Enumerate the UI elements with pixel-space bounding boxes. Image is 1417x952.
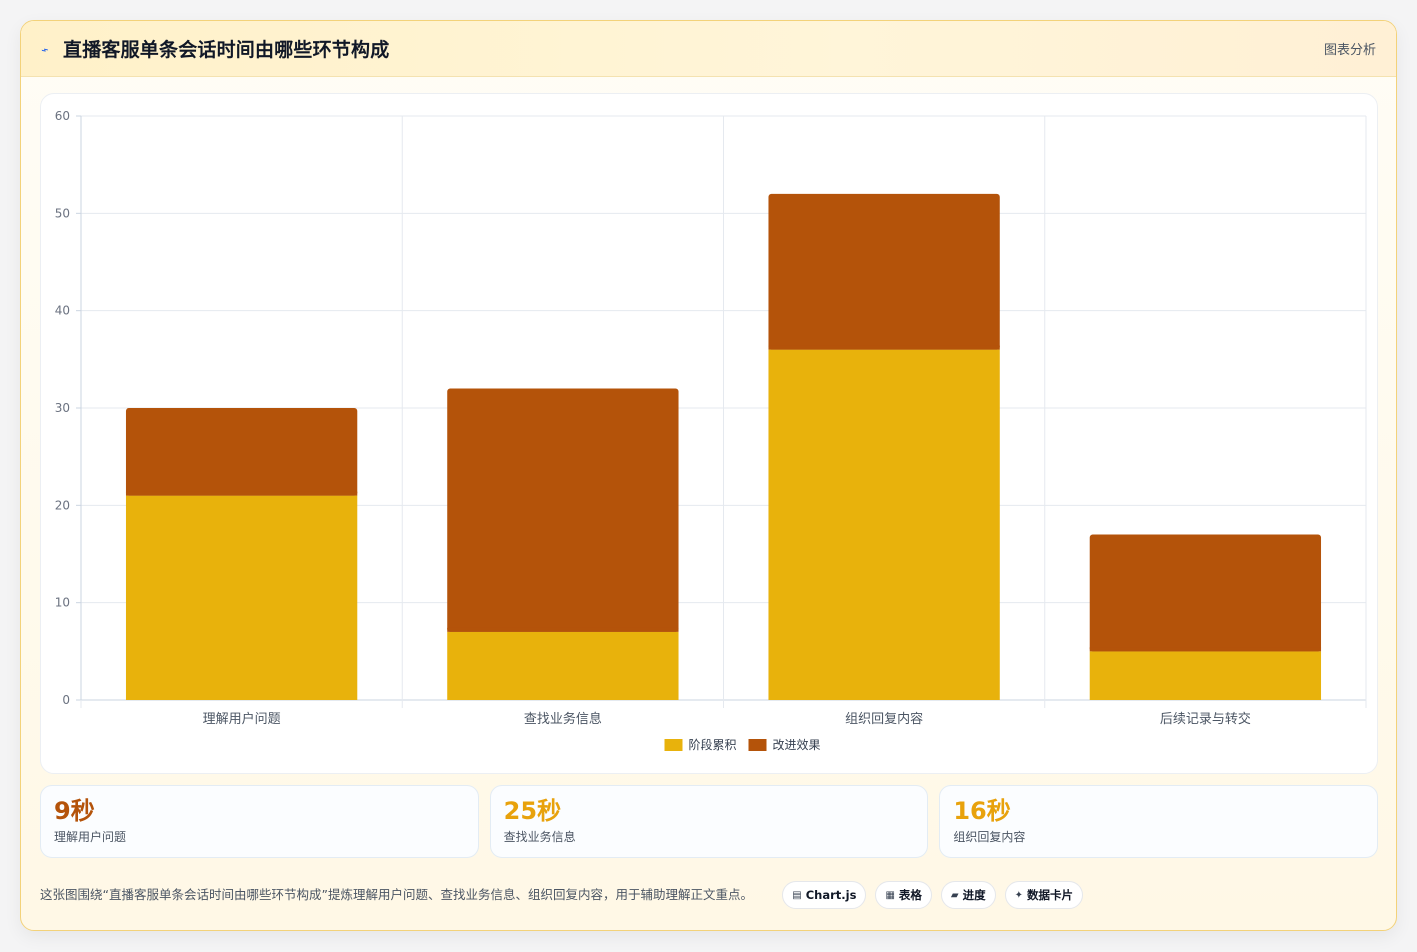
stacked-bar-chart: 0 10 20 30 40 50 60 理解用户问题 查找业务信息 组织回复内容 后续记录与转交阶段… (55, 109, 1367, 752)
stat-card-compose: 16秒 组织回复内容 (939, 785, 1379, 858)
stat-card-lookup: 25秒 查找业务信息 (489, 785, 929, 858)
stat-label: 理解用户问题 (54, 830, 127, 844)
x-tick-label: 理解用户问题 (203, 711, 281, 727)
y-tick-label: 40 (55, 304, 70, 318)
bar-segment (125, 408, 358, 496)
bar-segment (1089, 534, 1322, 652)
legend-label: 改进效果 (773, 737, 821, 752)
bar-segment (447, 631, 679, 700)
title-wrap: ⌁ 直播客服单条会话时间由哪些环节构成 (38, 35, 390, 62)
bar-segment (768, 193, 1000, 350)
chart-analysis-tag[interactable]: 图表分析 (1323, 43, 1376, 58)
chart-icon: ▤ (792, 889, 802, 901)
y-tick-label: 10 (55, 596, 70, 610)
chip-label: 进度 (962, 888, 986, 902)
card-header: ⌁ 直播客服单条会话时间由哪些环节构成 图表分析 (21, 21, 1396, 77)
bar-segment-base (447, 627, 679, 632)
bar-segment (125, 495, 358, 700)
y-tick-label: 60 (55, 109, 70, 123)
stat-card-understand: 9秒 理解用户问题 (40, 785, 479, 858)
chip-table[interactable]: ▦ 表格 (875, 881, 932, 909)
chip-group: ▤ Chart.js ▦ 表格 ▰ 进度 ✦ 数据卡片 (782, 881, 1083, 909)
stat-value: 25秒 (503, 797, 562, 825)
page-title: 直播客服单条会话时间由哪些环节构成 (63, 39, 390, 61)
card-footer: 这张图围绕“直播客服单条会话时间由哪些环节构成”提炼理解用户问题、查找业务信息、… (40, 873, 1378, 917)
y-tick-label: 0 (62, 693, 70, 707)
x-tick-label: 查找业务信息 (524, 711, 602, 727)
sparkle-icon: ✦ (1014, 889, 1023, 901)
chart-description: 这张图围绕“直播客服单条会话时间由哪些环节构成”提炼理解用户问题、查找业务信息、… (40, 887, 753, 902)
stat-label: 查找业务信息 (503, 830, 576, 844)
chart-card: ⌁ 直播客服单条会话时间由哪些环节构成 图表分析 0 10 20 30 40 50 60 理解… (20, 20, 1397, 931)
bar-segment-base (1089, 647, 1322, 652)
stat-label: 组织回复内容 (953, 830, 1026, 844)
chart-panel: 0 10 20 30 40 50 60 理解用户问题 查找业务信息 组织回复内容 后续记录与转交阶段… (40, 93, 1378, 774)
table-icon: ▦ (885, 889, 895, 901)
chip-chartjs[interactable]: ▤ Chart.js (782, 881, 867, 909)
chip-progress[interactable]: ▰ 进度 (940, 881, 996, 909)
chip-label: 表格 (898, 888, 922, 902)
bar-segment-base (125, 491, 358, 496)
chip-label: Chart.js (805, 888, 857, 902)
bar-segment (1089, 651, 1322, 700)
x-tick-label: 后续记录与转交 (1160, 711, 1251, 727)
x-tick-label: 组织回复内容 (845, 711, 923, 727)
legend-label: 阶段累积 (689, 737, 737, 752)
pulse-icon: ⌁ (38, 41, 51, 58)
chip-label: 数据卡片 (1027, 888, 1073, 902)
y-tick-label: 50 (55, 206, 70, 220)
stat-value: 9秒 (54, 797, 95, 825)
legend-swatch (748, 739, 767, 751)
y-tick-label: 20 (55, 498, 70, 512)
stat-value: 16秒 (953, 797, 1011, 825)
bar-segment-base (768, 345, 1000, 350)
bar-segment (768, 349, 1000, 700)
progress-icon: ▰ (950, 889, 959, 901)
chip-data-card[interactable]: ✦ 数据卡片 (1004, 881, 1083, 909)
bar-segment (447, 388, 679, 632)
y-tick-label: 30 (55, 401, 70, 415)
stat-cards: 9秒 理解用户问题 25秒 查找业务信息 16秒 组织回复内容 (40, 785, 1379, 858)
legend-swatch (664, 739, 683, 751)
